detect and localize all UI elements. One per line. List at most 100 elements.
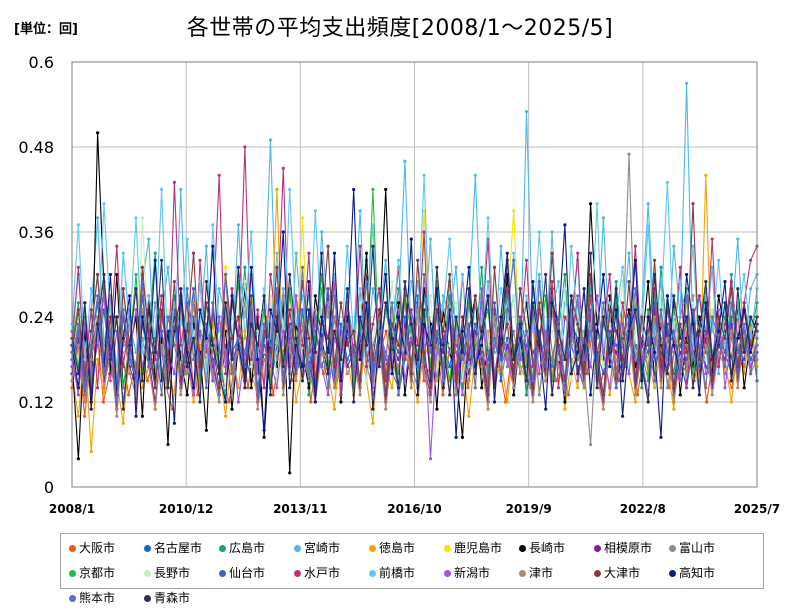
data-point [192,386,196,390]
data-point [563,400,567,404]
data-point [486,280,490,284]
data-point [428,379,433,383]
data-point [96,272,100,277]
data-point [531,301,535,305]
data-point [76,301,80,305]
data-point [659,343,663,347]
data-point [480,287,484,291]
data-point [505,400,509,404]
data-point [537,272,541,277]
data-point [486,216,490,220]
data-point [717,315,721,319]
data-point [288,343,292,347]
legend-label: 大阪市 [79,541,116,555]
data-point [358,379,362,383]
data-point [313,400,317,404]
data-point [160,393,164,397]
data-point [627,152,631,156]
data-point [76,457,80,461]
data-point [621,265,625,269]
data-point [435,343,439,347]
data-point [729,400,734,404]
y-tick-label: 0.48 [18,138,54,157]
data-point [742,386,746,390]
data-point [576,372,580,376]
data-point [345,322,349,326]
data-point [166,442,170,447]
data-point [224,265,228,269]
data-point [499,244,503,248]
legend-marker [669,545,676,552]
data-point [377,287,381,291]
data-point [633,258,638,262]
data-point [256,308,260,312]
data-point [640,365,644,369]
data-point [595,386,599,390]
data-point [544,357,548,362]
data-point [653,336,657,340]
data-point [678,379,682,383]
data-point [505,336,509,340]
data-point [710,237,714,241]
data-point [153,357,157,362]
data-point [102,202,106,206]
data-point [659,386,663,390]
data-point [198,308,202,312]
data-point [76,393,80,397]
data-point [185,393,189,397]
data-point [313,209,317,213]
data-point [723,365,727,369]
data-point [102,386,106,390]
y-axis: 0 0.12 0.24 0.36 0.48 0.6 [18,53,54,497]
data-point [140,350,144,354]
unit-label: [単位：回] [14,22,78,37]
data-point [294,294,298,298]
x-tick-label: 2025/7 [734,502,780,516]
data-point [281,166,285,170]
data-point [243,280,247,284]
data-point [691,244,695,248]
data-point [505,287,509,291]
data-point [320,287,324,291]
data-point [339,393,343,397]
data-point [243,329,247,333]
legend-marker [444,545,451,552]
data-point [685,357,689,362]
legend-item: 名古屋市 [140,538,215,559]
data-point [403,280,407,284]
legend-label: 長野市 [154,566,191,580]
data-point [595,202,599,206]
data-point [140,315,144,319]
data-point [678,315,682,319]
chart-title: 各世帯の平均支出頻度[2008/1～2025/5] [186,16,614,41]
data-point [723,301,727,305]
data-point [89,393,93,397]
data-point [115,365,119,369]
data-point [192,287,196,291]
data-point [705,400,709,404]
series-layer [70,81,759,475]
data-point [556,280,561,284]
data-point [172,280,176,284]
data-point [646,336,650,340]
data-point [288,187,292,192]
data-point [710,379,714,383]
data-point [236,223,240,227]
data-point [396,350,401,354]
data-point [409,322,413,326]
data-point [300,343,305,347]
data-point [601,365,606,369]
data-point [723,343,727,347]
data-point [704,386,708,390]
data-point [518,287,522,291]
data-point [409,336,413,340]
data-point [262,294,266,298]
x-tick-label: 2008/1 [49,502,95,516]
data-point [467,365,471,369]
data-point [704,301,708,305]
legend-label: 新潟市 [454,566,491,580]
data-point [685,294,689,298]
data-point [198,329,202,333]
data-point [384,393,388,397]
data-point [76,308,80,312]
